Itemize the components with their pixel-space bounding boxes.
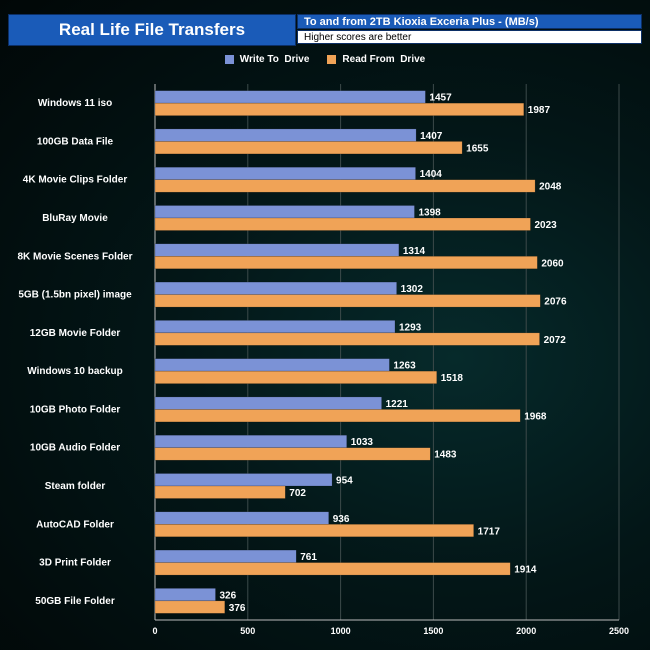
bar-read-10 — [154, 485, 286, 499]
x-tick-label-1: 500 — [240, 626, 255, 636]
bar-read-1 — [154, 141, 463, 155]
bar-read-11 — [154, 524, 474, 538]
value-label-write-13: 326 — [220, 590, 237, 601]
bar-write-10 — [154, 473, 333, 487]
value-label-write-8: 1221 — [386, 399, 409, 410]
x-tick-label-5: 2500 — [609, 626, 629, 636]
category-label-2: 4K Movie Clips Folder — [23, 175, 128, 186]
bar-read-6 — [154, 332, 540, 346]
category-label-0: Windows 11 iso — [38, 98, 112, 109]
value-label-read-7: 1518 — [441, 373, 464, 384]
value-label-read-0: 1987 — [528, 105, 551, 116]
legend-label-read: Read From Drive — [342, 53, 426, 65]
bar-read-4 — [154, 256, 538, 270]
value-label-write-1: 1407 — [420, 131, 443, 142]
bar-read-0 — [154, 102, 525, 116]
category-label-8: 10GB Photo Folder — [30, 404, 121, 415]
x-tick-label-0: 0 — [152, 626, 157, 636]
value-label-write-5: 1302 — [401, 284, 424, 295]
bar-write-8 — [154, 396, 382, 410]
value-label-write-0: 1457 — [429, 93, 452, 104]
bar-write-11 — [154, 511, 329, 525]
bar-write-6 — [154, 320, 396, 334]
x-tick-label-4: 2000 — [516, 626, 536, 636]
bar-write-7 — [154, 358, 390, 372]
legend-label-write: Write To Drive — [239, 53, 310, 65]
value-label-read-10: 702 — [289, 488, 306, 499]
category-label-11: AutoCAD Folder — [36, 519, 114, 530]
chart-title: Real Life File Transfers — [8, 14, 296, 46]
bar-read-9 — [154, 447, 431, 461]
value-label-write-9: 1033 — [351, 437, 374, 448]
value-label-read-3: 2023 — [534, 220, 557, 231]
legend-item-read: Read From Drive — [327, 54, 425, 65]
bar-write-12 — [154, 549, 297, 563]
legend-item-write: Write To Drive — [224, 53, 310, 65]
category-label-12: 3D Print Folder — [39, 558, 111, 569]
bar-write-4 — [154, 243, 400, 257]
value-label-read-12: 1914 — [514, 565, 537, 576]
value-label-read-9: 1483 — [434, 450, 457, 461]
value-label-read-11: 1717 — [478, 526, 501, 537]
category-label-3: BluRay Movie — [42, 213, 108, 224]
chart-note: Higher scores are better — [297, 30, 642, 44]
value-label-read-1: 1655 — [466, 143, 489, 154]
value-label-write-10: 954 — [336, 476, 353, 487]
value-label-write-11: 936 — [333, 514, 350, 525]
value-label-read-2: 2048 — [539, 182, 562, 193]
bar-read-8 — [154, 409, 521, 423]
bar-read-12 — [154, 562, 511, 576]
value-label-write-3: 1398 — [418, 208, 441, 219]
category-label-10: Steam folder — [45, 481, 106, 492]
value-label-read-13: 376 — [229, 603, 246, 614]
bar-write-0 — [154, 90, 426, 104]
category-label-9: 10GB Audio Folder — [30, 443, 120, 454]
category-label-7: Windows 10 backup — [27, 366, 122, 377]
x-tick-label-3: 1500 — [423, 626, 443, 636]
legend-swatch-read — [327, 54, 337, 64]
category-label-13: 50GB File Folder — [35, 596, 115, 607]
category-label-1: 100GB Data File — [37, 136, 114, 147]
value-label-read-5: 2076 — [544, 297, 567, 308]
value-label-write-6: 1293 — [399, 322, 422, 333]
bar-read-13 — [154, 600, 226, 614]
category-label-4: 8K Movie Scenes Folder — [17, 251, 132, 262]
value-label-read-6: 2072 — [544, 335, 567, 346]
value-label-write-4: 1314 — [403, 246, 426, 257]
value-label-write-2: 1404 — [420, 169, 443, 180]
bar-read-3 — [154, 217, 531, 231]
legend-swatch-write — [224, 54, 234, 64]
bar-read-2 — [154, 179, 536, 193]
bar-write-13 — [154, 588, 216, 602]
bar-write-1 — [154, 128, 417, 142]
bar-write-9 — [154, 434, 347, 448]
value-label-read-8: 1968 — [524, 411, 547, 422]
x-tick-label-2: 1000 — [331, 626, 351, 636]
bar-write-5 — [154, 281, 397, 295]
legend: Write To Drive Read From Drive — [0, 52, 650, 66]
value-label-read-4: 2060 — [541, 258, 564, 269]
bar-read-5 — [154, 294, 541, 308]
value-label-write-7: 1263 — [393, 361, 416, 372]
chart-subtitle: To and from 2TB Kioxia Exceria Plus - (M… — [297, 14, 642, 29]
bar-write-2 — [154, 166, 416, 180]
value-label-write-12: 761 — [300, 552, 317, 563]
bar-read-7 — [154, 370, 437, 384]
category-label-6: 12GB Movie Folder — [30, 328, 121, 339]
category-label-5: 5GB (1.5bn pixel) image — [18, 290, 132, 301]
bar-write-3 — [154, 205, 415, 219]
